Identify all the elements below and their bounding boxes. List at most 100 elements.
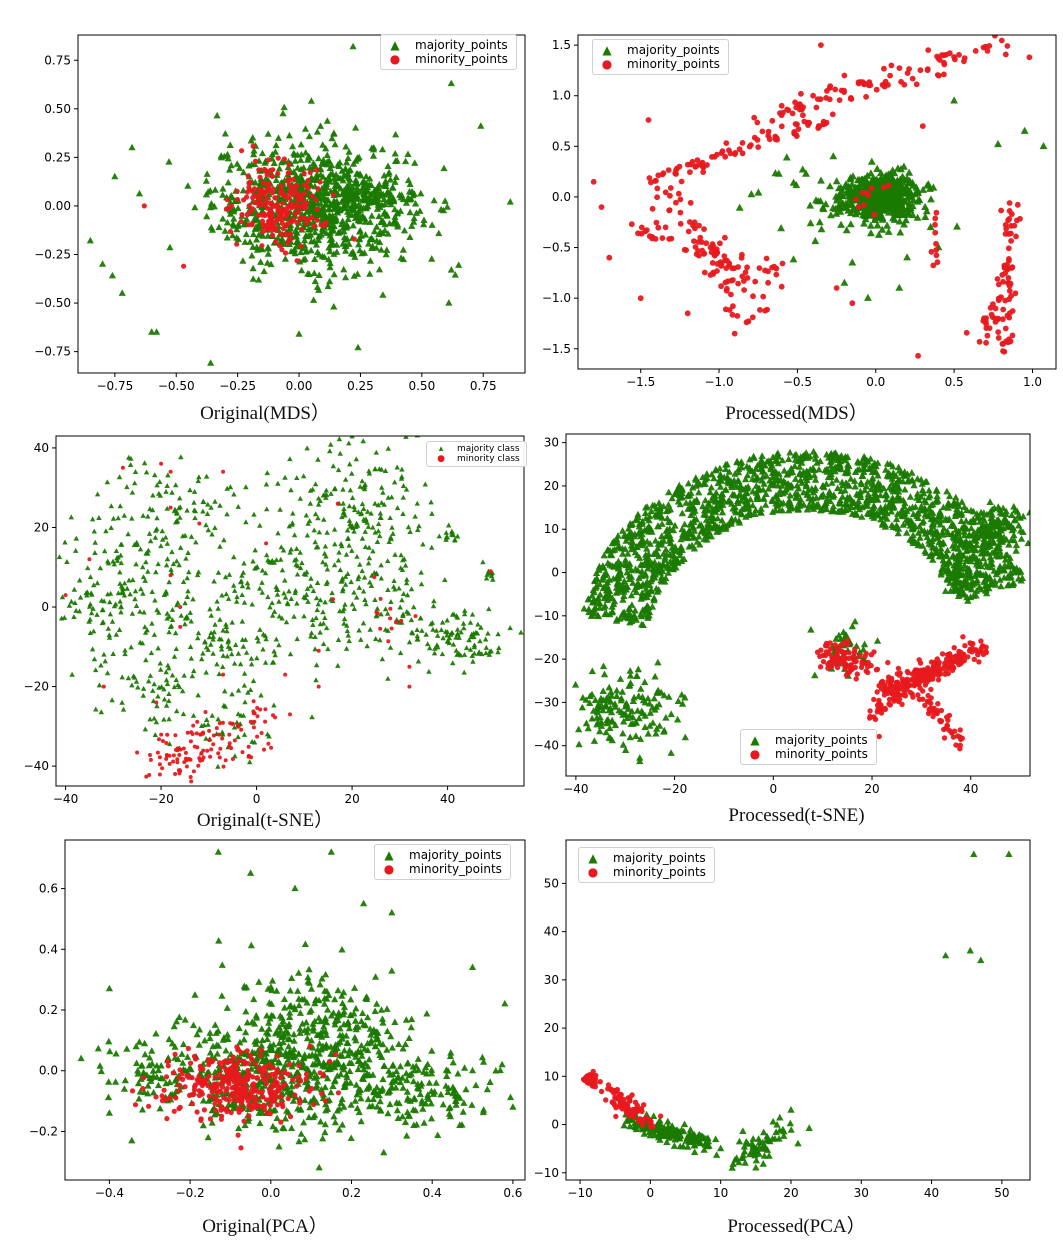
point-minority — [301, 191, 308, 197]
point-majority — [355, 216, 363, 223]
point-majority — [435, 632, 441, 638]
point-majority — [406, 208, 414, 216]
point-majority — [654, 522, 662, 530]
point-majority — [877, 212, 886, 220]
point-majority — [108, 271, 116, 279]
y-tick: −1.0 — [542, 291, 578, 305]
point-majority — [347, 461, 353, 467]
point-majority — [292, 587, 299, 593]
point-minority — [283, 213, 289, 219]
point-majority — [301, 125, 309, 132]
point-majority — [306, 180, 314, 187]
point-majority — [360, 588, 367, 594]
point-majority — [344, 628, 351, 634]
y-tick-label: 1.0 — [552, 89, 571, 103]
point-majority — [900, 162, 908, 170]
point-majority — [650, 596, 658, 604]
point-minority — [841, 87, 847, 94]
point-majority — [373, 613, 380, 619]
point-majority — [250, 147, 258, 154]
point-majority — [361, 516, 367, 522]
point-minority — [216, 751, 221, 756]
series-minority — [63, 461, 493, 784]
point-majority — [138, 586, 144, 592]
point-minority — [307, 169, 313, 175]
point-majority — [365, 240, 373, 247]
point-majority — [788, 468, 797, 475]
point-majority — [406, 180, 414, 187]
point-minority — [994, 276, 1001, 282]
point-majority — [785, 480, 793, 488]
point-majority — [156, 609, 162, 615]
point-majority — [712, 504, 720, 512]
point-minority — [864, 190, 870, 197]
point-minority — [155, 750, 160, 755]
point-majority — [287, 549, 293, 555]
point-majority — [596, 727, 604, 735]
point-majority — [682, 499, 690, 506]
point-majority — [323, 158, 331, 165]
point-majority — [73, 547, 79, 553]
point-majority — [184, 575, 190, 581]
point-majority — [266, 559, 272, 564]
point-majority — [349, 547, 355, 553]
point-majority — [329, 590, 335, 596]
point-minority — [388, 616, 393, 621]
point-majority — [477, 638, 483, 644]
x-tick: 40 — [440, 786, 455, 806]
point-minority — [297, 215, 303, 221]
point-majority — [117, 569, 123, 575]
point-majority — [582, 696, 590, 703]
point-majority — [956, 579, 964, 586]
point-majority — [339, 543, 345, 549]
point-majority — [293, 556, 299, 562]
point-majority — [250, 558, 256, 564]
point-majority — [607, 708, 616, 716]
point-majority — [155, 561, 161, 567]
point-majority — [905, 168, 914, 176]
point-majority — [347, 487, 354, 493]
point-majority — [323, 553, 329, 559]
point-majority — [832, 209, 841, 217]
point-majority — [478, 624, 484, 630]
point-majority — [322, 144, 330, 152]
point-majority — [342, 601, 348, 607]
point-majority — [334, 202, 342, 210]
point-majority — [960, 503, 968, 511]
point-minority — [722, 306, 729, 313]
point-majority — [692, 474, 700, 481]
point-majority — [380, 489, 386, 495]
point-majority — [345, 148, 353, 155]
point-majority — [155, 645, 161, 651]
point-minority — [731, 330, 738, 337]
point-minority — [936, 57, 943, 63]
y-tick: 0.25 — [44, 150, 78, 164]
point-majority — [77, 594, 84, 600]
point-majority — [94, 580, 101, 586]
point-majority — [372, 466, 378, 472]
point-majority — [377, 510, 384, 516]
point-majority — [98, 597, 105, 603]
point-majority — [161, 696, 168, 702]
point-minority — [198, 732, 203, 737]
x-tick: 0.5 — [945, 369, 964, 389]
point-majority — [239, 257, 247, 264]
point-minority — [227, 732, 232, 737]
point-majority — [143, 550, 149, 556]
legend-mds-processed: ▲ majority_points ● minority_points — [592, 39, 729, 75]
point-majority — [230, 222, 238, 229]
point-majority — [224, 653, 230, 659]
point-minority — [378, 596, 383, 601]
point-majority — [182, 600, 188, 606]
y-tick: 0.00 — [44, 199, 78, 213]
point-majority — [332, 485, 338, 491]
point-majority — [185, 550, 191, 555]
point-majority — [450, 641, 457, 647]
point-majority — [319, 173, 327, 180]
point-majority — [350, 202, 358, 210]
point-majority — [981, 560, 990, 567]
point-majority — [618, 544, 627, 552]
point-majority — [681, 693, 689, 701]
point-majority — [390, 530, 396, 536]
point-majority — [180, 711, 187, 717]
